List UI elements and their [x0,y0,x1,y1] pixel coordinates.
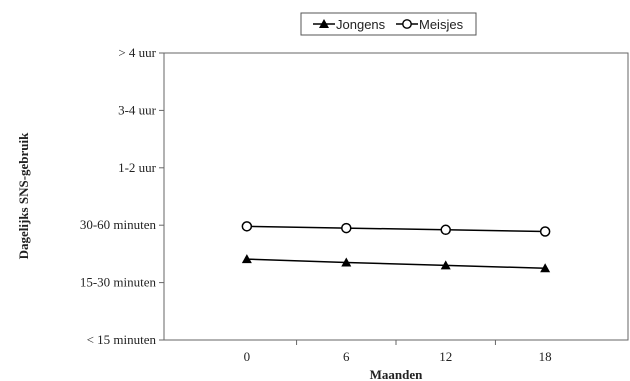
data-point-jongens-12 [440,260,451,270]
legend-label-meisjes: Meisjes [419,17,464,32]
y-tick-label-0: < 15 minuten [87,332,157,347]
x-axis-ticks: 0 6 12 18 [244,340,552,364]
legend-meisjes-marker [402,19,412,29]
x-tick-label-2: 12 [439,349,452,364]
data-point-meisjes-18 [539,226,551,237]
series-line-meisjes [246,225,546,233]
data-point-meisjes-6 [341,222,352,234]
data-point-jongens-18 [540,263,551,273]
data-point-jongens-0 [241,254,252,264]
plot-area [163,52,629,341]
series-layer [241,221,551,273]
legend-jongens-marker [319,19,329,28]
y-tick-label-3: 1-2 uur [118,160,157,175]
data-point-meisjes-0 [241,221,253,232]
x-axis-title: Maanden [370,367,424,381]
legend-box [300,12,477,36]
x-tick-label-3: 18 [539,349,552,364]
x-tick-label-0: 0 [244,349,251,364]
legend-label-jongens: Jongens [336,17,386,32]
y-tick-label-2: 30-60 minuten [80,217,157,232]
data-point-meisjes-12 [440,224,451,236]
y-tick-label-1: 15-30 minuten [80,275,157,290]
y-axis-ticks: < 15 minuten 15-30 minuten 30-60 minuten 1-… [80,45,164,347]
data-point-jongens-6 [341,257,352,267]
y-tick-label-4: 3-4 uur [118,102,157,117]
series-line-jongens [246,258,546,269]
y-axis-title: Dagelijks SNS-gebruik [16,132,31,260]
legend: Jongens Meisjes [300,12,477,36]
y-tick-label-5: > 4 uur [118,45,156,60]
x-tick-label-1: 6 [343,349,350,364]
